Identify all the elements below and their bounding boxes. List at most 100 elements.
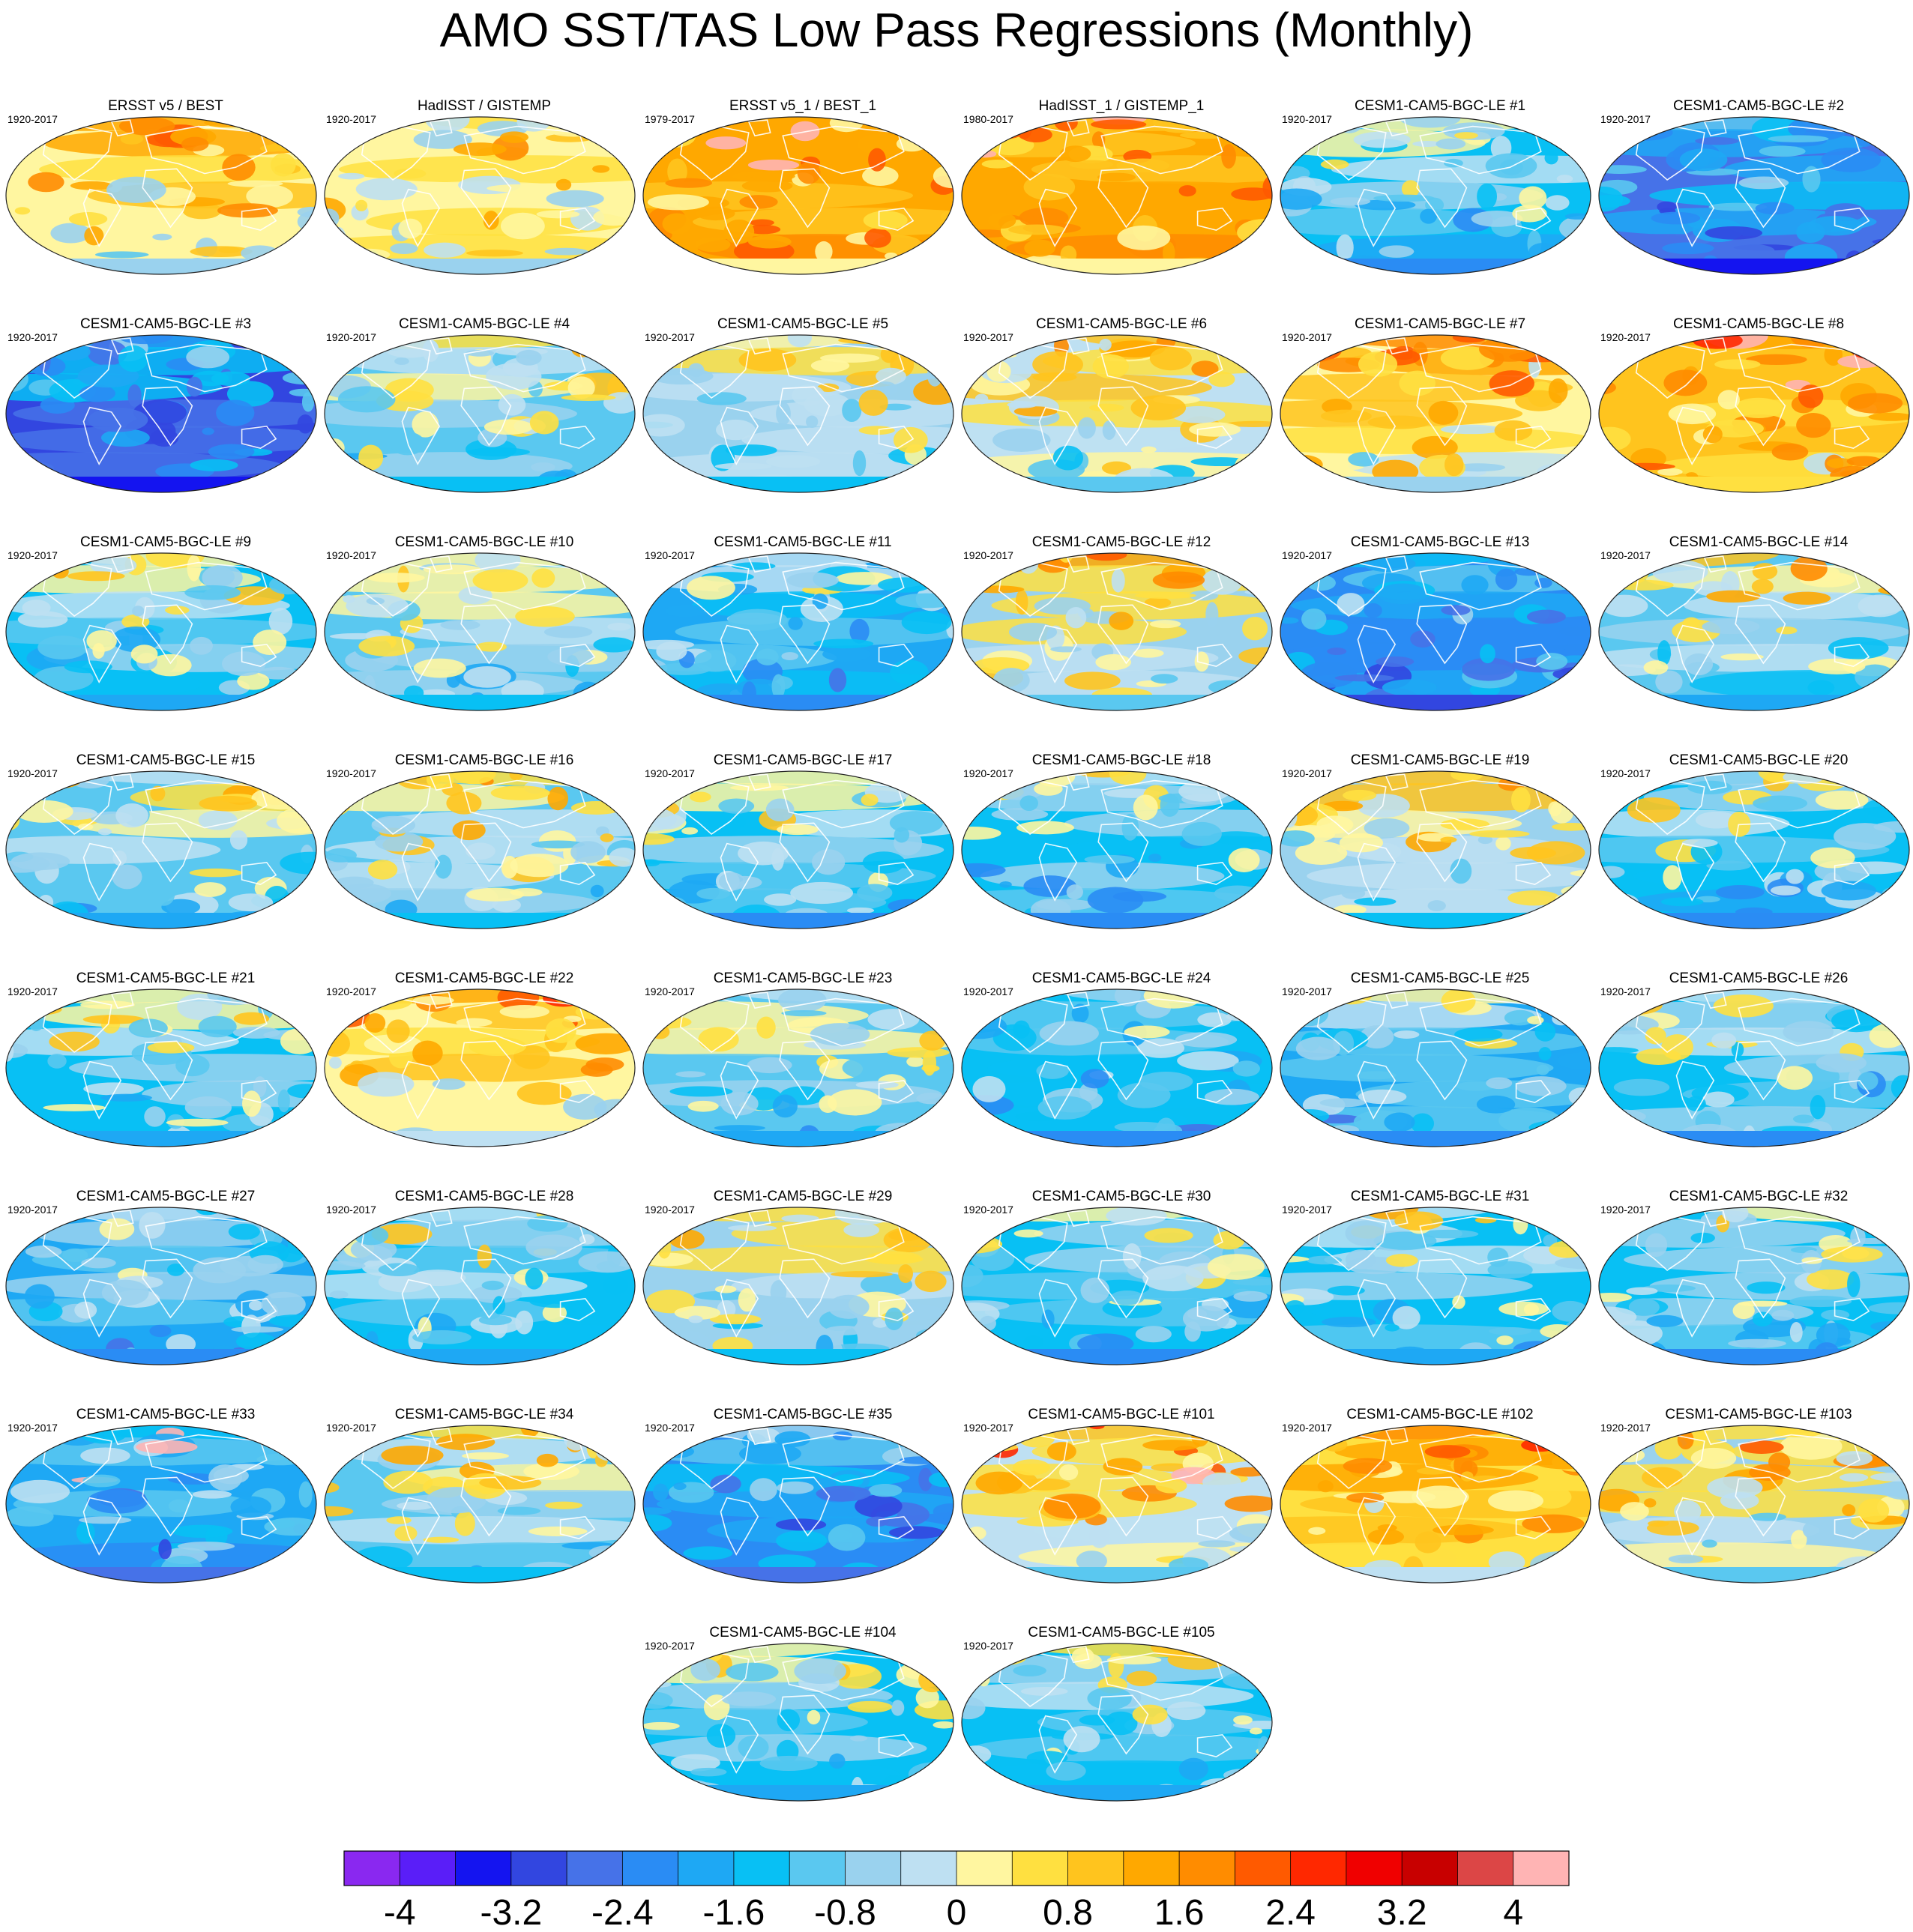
field-blob <box>1802 166 1821 193</box>
field-blob <box>1581 462 1591 484</box>
field-blob <box>1085 553 1127 561</box>
field-blob <box>1644 1498 1657 1508</box>
coastline <box>1097 1694 1149 1755</box>
field-blob <box>358 444 384 471</box>
field-blob <box>608 1429 635 1448</box>
field-blob <box>1384 1112 1415 1132</box>
coastline <box>1735 168 1786 229</box>
field-blob <box>1295 1036 1340 1060</box>
field-blob <box>643 1721 680 1730</box>
field-blob <box>756 1016 776 1039</box>
field-blob <box>578 1251 635 1273</box>
field-blob <box>1043 1493 1101 1519</box>
coastline <box>779 1694 831 1755</box>
field-blob <box>843 1222 879 1237</box>
coastline <box>1515 1515 1552 1540</box>
field-blob <box>1599 779 1623 792</box>
panel-period: 1920-2017 <box>7 331 58 343</box>
map-border <box>642 1425 954 1584</box>
field-blob <box>780 1114 803 1135</box>
coastline <box>679 561 750 618</box>
coastline <box>429 1210 453 1228</box>
coastline <box>460 168 512 229</box>
field-blob <box>112 864 142 890</box>
field-blob <box>726 1662 779 1682</box>
field-blob <box>346 594 409 618</box>
coastline <box>361 1216 431 1272</box>
field-blob <box>1016 821 1074 835</box>
field-blob <box>899 1428 923 1440</box>
field-blob <box>1873 1207 1909 1221</box>
field-blob <box>1232 1060 1260 1077</box>
field-blob <box>278 1352 316 1362</box>
field-blob <box>186 376 203 397</box>
field-blob <box>962 1697 986 1720</box>
coastline <box>1097 822 1149 883</box>
field-polar <box>1280 1349 1591 1365</box>
field-blob <box>1080 1277 1110 1303</box>
colorbar-bin <box>400 1851 457 1886</box>
panel-title: CESM1-CAM5-BGC-LE #3 <box>80 316 251 332</box>
coastline <box>679 1434 750 1490</box>
field-blob <box>1556 175 1573 183</box>
field-blob <box>1337 593 1365 615</box>
field-blob <box>1615 462 1675 471</box>
panel-period: 1920-2017 <box>645 985 695 997</box>
field-blob <box>1233 1715 1253 1725</box>
field-blob <box>1752 563 1778 580</box>
field-blob <box>1353 131 1411 148</box>
coastline <box>747 1210 771 1228</box>
field-blob <box>166 1118 229 1127</box>
field-blob <box>570 801 622 815</box>
field-blob <box>277 807 316 834</box>
coastline <box>429 119 453 137</box>
field-blob <box>82 1474 121 1488</box>
coastline <box>1635 997 1705 1054</box>
field-blob <box>657 1132 719 1147</box>
field-blob <box>1552 822 1591 831</box>
field-blob <box>1564 213 1590 220</box>
coastline <box>1738 779 1861 829</box>
field-blob <box>325 128 343 140</box>
field-blob <box>1770 885 1801 896</box>
coastline <box>782 779 905 829</box>
field-blob <box>472 569 528 592</box>
field-blob <box>1662 242 1714 255</box>
panel-period: 1920-2017 <box>645 1640 695 1652</box>
field-blob <box>750 219 774 226</box>
coastline <box>1416 168 1468 229</box>
field-blob <box>812 849 846 875</box>
field-blob <box>828 668 847 692</box>
coastline <box>1066 119 1090 137</box>
field-blob <box>1427 900 1446 912</box>
field-blob <box>1227 553 1256 567</box>
field-blob <box>394 357 409 365</box>
map-border <box>5 770 317 929</box>
panel-title: CESM1-CAM5-BGC-LE #17 <box>714 752 893 768</box>
field-blob <box>999 881 1012 888</box>
coastline <box>1416 1040 1468 1101</box>
coastline <box>720 1497 759 1556</box>
field-blob <box>1753 795 1808 812</box>
field-blob <box>531 840 585 849</box>
field-blob <box>106 176 166 203</box>
coastline <box>679 997 750 1054</box>
panel-title: CESM1-CAM5-BGC-LE #31 <box>1351 1189 1530 1204</box>
coastline <box>142 822 193 883</box>
field-blob <box>80 1000 136 1009</box>
panel-period: 1920-2017 <box>645 331 695 343</box>
coastline <box>110 337 134 355</box>
field-blob <box>1300 661 1358 688</box>
field-blob <box>1379 245 1415 258</box>
field-blob <box>1695 136 1739 145</box>
field-blob <box>764 893 797 906</box>
coastline <box>559 861 596 886</box>
field-blob <box>1599 683 1649 707</box>
field-blob <box>1706 860 1751 871</box>
field-blob <box>756 648 779 665</box>
coastline <box>401 1279 441 1338</box>
field-blob <box>1077 1333 1134 1354</box>
field-blob <box>325 1135 349 1147</box>
coastline <box>145 1216 268 1265</box>
coastline <box>1515 1079 1552 1104</box>
